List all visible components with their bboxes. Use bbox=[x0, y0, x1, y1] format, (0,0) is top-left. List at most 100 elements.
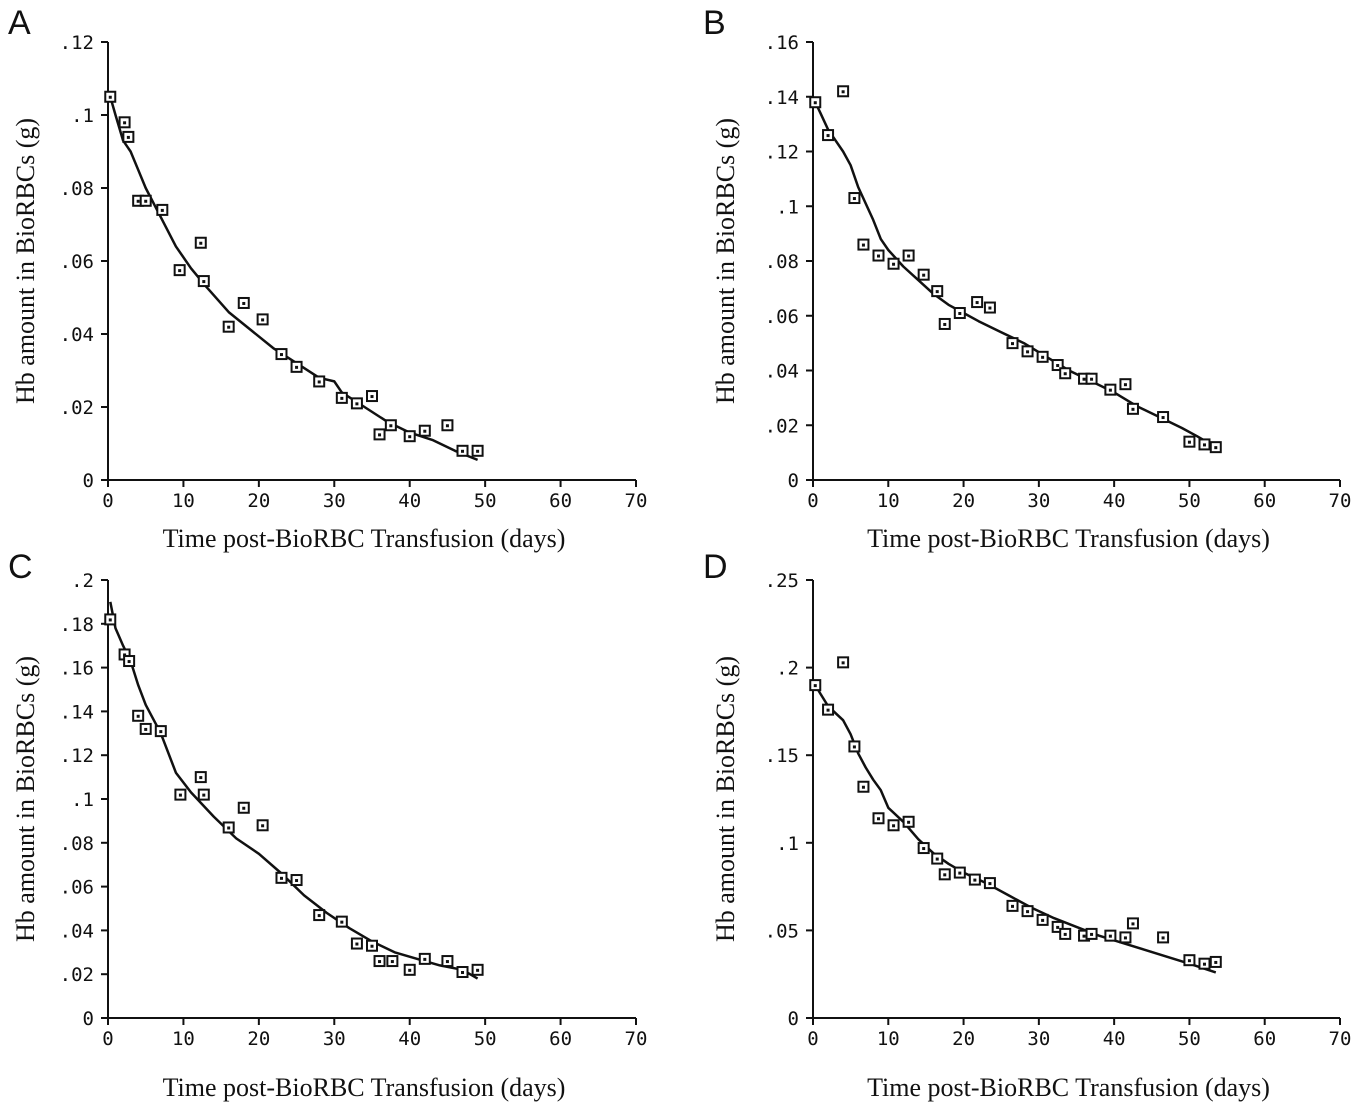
data-point bbox=[953, 866, 966, 879]
data-point-dot bbox=[261, 318, 265, 322]
data-point-dot bbox=[378, 433, 382, 437]
x-tick-label: 20 bbox=[952, 1028, 975, 1050]
x-tick-label: 0 bbox=[102, 490, 113, 512]
y-tick-label: .04 bbox=[765, 361, 799, 383]
data-point-dot bbox=[1108, 934, 1112, 938]
data-point bbox=[857, 780, 870, 793]
data-point bbox=[1198, 438, 1211, 451]
data-point-dot bbox=[227, 325, 231, 329]
data-point bbox=[938, 317, 951, 330]
data-point bbox=[222, 320, 235, 333]
y-axis-title: Hb amount in BioRBCs (g) bbox=[11, 118, 40, 404]
data-point-dot bbox=[126, 135, 130, 139]
data-point bbox=[384, 419, 397, 432]
x-tick-label: 50 bbox=[474, 490, 497, 512]
y-tick-label: .16 bbox=[60, 658, 94, 680]
data-point bbox=[917, 842, 930, 855]
data-point-dot bbox=[242, 301, 246, 305]
data-point bbox=[872, 812, 885, 825]
data-point bbox=[902, 815, 915, 828]
data-point bbox=[237, 801, 250, 814]
data-point-dot bbox=[295, 365, 299, 369]
y-tick-label: .1 bbox=[776, 833, 799, 855]
data-point bbox=[386, 955, 399, 968]
data-point-dot bbox=[476, 449, 480, 453]
data-point bbox=[809, 679, 822, 692]
y-tick-label: .18 bbox=[60, 614, 94, 636]
x-tick-label: 10 bbox=[877, 1028, 900, 1050]
data-point-dot bbox=[1090, 377, 1094, 381]
data-point bbox=[1006, 899, 1019, 912]
x-tick-label: 0 bbox=[102, 1028, 113, 1050]
data-point bbox=[256, 819, 269, 832]
data-point bbox=[350, 937, 363, 950]
x-tick-label: 10 bbox=[172, 490, 195, 512]
x-tick-label: 0 bbox=[807, 490, 818, 512]
data-point bbox=[1021, 905, 1034, 918]
data-point-dot bbox=[958, 312, 962, 316]
y-axis-title: Hb amount in BioRBCs (g) bbox=[11, 656, 40, 942]
data-point bbox=[275, 348, 288, 361]
data-point bbox=[1126, 917, 1139, 930]
panel-a: A 0 .02 .04 .06 .08 .1 .12 0 10 20 30 40 50 60 70 Time p… bbox=[8, 4, 647, 553]
x-tick-label: 20 bbox=[247, 1028, 270, 1050]
data-point-dot bbox=[355, 402, 359, 406]
data-point-dot bbox=[892, 824, 896, 828]
data-point bbox=[197, 275, 210, 288]
y-tick-label: .12 bbox=[765, 142, 799, 164]
y-tick-label: .04 bbox=[60, 920, 94, 942]
data-point bbox=[1198, 957, 1211, 970]
y-tick-label: 0 bbox=[83, 470, 94, 492]
data-point-dot bbox=[476, 968, 480, 972]
data-point-dot bbox=[907, 820, 911, 824]
data-point bbox=[313, 909, 326, 922]
data-point-dot bbox=[907, 254, 911, 258]
data-point bbox=[1209, 441, 1222, 454]
data-point-dot bbox=[123, 653, 127, 657]
data-point-dot bbox=[317, 914, 321, 918]
data-point-dot bbox=[461, 971, 465, 975]
data-point bbox=[1126, 402, 1139, 415]
data-point-dot bbox=[160, 208, 164, 212]
data-point-dot bbox=[1056, 364, 1060, 368]
data-point bbox=[1119, 378, 1132, 391]
data-point bbox=[917, 268, 930, 281]
data-point bbox=[154, 725, 167, 738]
panel-c: C 0 .02 .04 .06 .08 .1 .12 .14 .16 .18 .2 0 10 20 30 40 5… bbox=[8, 548, 647, 1102]
x-tick-label: 20 bbox=[952, 490, 975, 512]
data-point bbox=[983, 877, 996, 890]
data-point-dot bbox=[144, 727, 148, 731]
y-tick-label: .08 bbox=[765, 251, 799, 273]
x-tick-label: 0 bbox=[807, 1028, 818, 1050]
data-point bbox=[1157, 931, 1170, 944]
data-point bbox=[968, 873, 981, 886]
data-point-dot bbox=[1041, 918, 1045, 922]
data-point-dot bbox=[1011, 904, 1015, 908]
data-point-dot bbox=[127, 660, 131, 664]
data-point-dot bbox=[1161, 936, 1165, 940]
data-point-dot bbox=[227, 826, 231, 830]
data-point bbox=[222, 821, 235, 834]
data-point-dot bbox=[852, 197, 856, 201]
data-point bbox=[1157, 411, 1170, 424]
data-point bbox=[237, 296, 250, 309]
data-point bbox=[1183, 954, 1196, 967]
panel-letter: B bbox=[703, 4, 726, 42]
data-point bbox=[350, 397, 363, 410]
data-point-dot bbox=[958, 871, 962, 875]
x-tick-label: 50 bbox=[474, 1028, 497, 1050]
data-point-dot bbox=[973, 878, 977, 882]
data-point bbox=[123, 655, 136, 668]
data-point bbox=[983, 301, 996, 314]
x-tick-label: 70 bbox=[1329, 1028, 1352, 1050]
data-point-dot bbox=[423, 957, 427, 961]
y-tick-label: .25 bbox=[765, 570, 799, 592]
data-point-dot bbox=[841, 90, 845, 94]
data-point bbox=[887, 819, 900, 832]
data-point-dot bbox=[975, 301, 979, 305]
data-point bbox=[373, 428, 386, 441]
data-point bbox=[1006, 337, 1019, 350]
fit-curve bbox=[109, 96, 479, 462]
x-axis-title: Time post-BioRBC Transfusion (days) bbox=[163, 1073, 566, 1102]
data-point-dot bbox=[1026, 350, 1030, 354]
